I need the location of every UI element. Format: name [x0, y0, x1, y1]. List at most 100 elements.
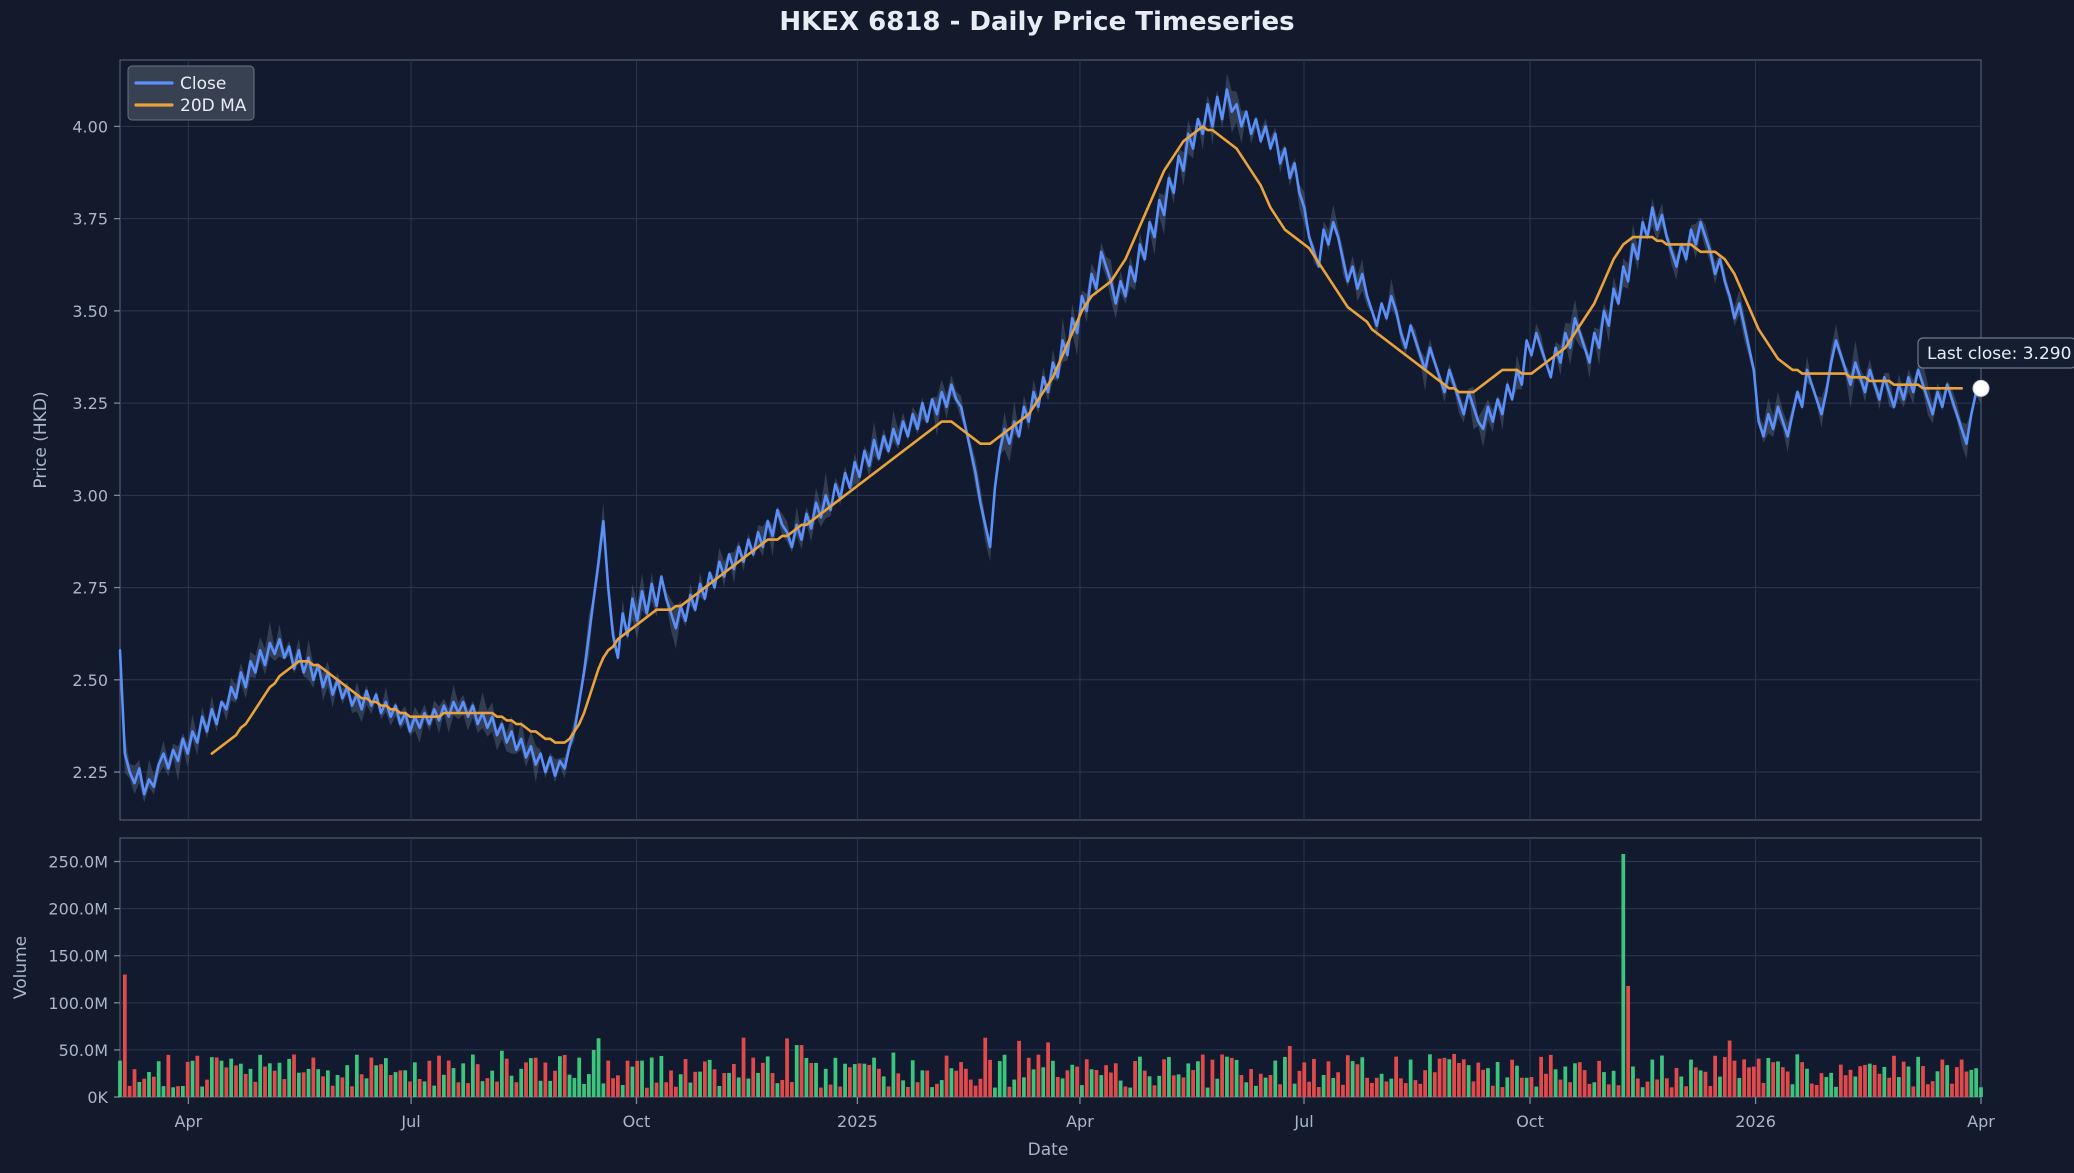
volume-bar	[1215, 1078, 1220, 1097]
volume-bar	[214, 1057, 219, 1097]
volume-bar	[1196, 1061, 1200, 1097]
volume-bar	[1191, 1070, 1195, 1097]
volume-bar	[852, 1064, 857, 1097]
volume-bar	[1167, 1057, 1171, 1097]
volume-bar	[1945, 1065, 1950, 1097]
volume-bar	[983, 1037, 988, 1097]
volume-bar	[1867, 1063, 1872, 1097]
volume-bar	[1205, 1087, 1210, 1097]
volume-bar	[611, 1078, 615, 1097]
volume-bar	[248, 1068, 253, 1097]
volume-bar	[1500, 1087, 1505, 1097]
volume-bar	[441, 1074, 446, 1097]
volume-bar	[925, 1070, 930, 1097]
volume-bar	[1529, 1077, 1534, 1097]
volume-bar	[118, 1060, 122, 1097]
volume-ytick-label: 250.0M	[48, 853, 108, 872]
volume-bar	[1674, 1067, 1679, 1097]
volume-bar	[1853, 1076, 1858, 1097]
volume-bar	[727, 1072, 731, 1097]
volume-ytick-label: 100.0M	[48, 994, 108, 1013]
volume-bar	[325, 1070, 330, 1097]
volume-bar	[1660, 1055, 1664, 1097]
volume-bar	[997, 1061, 1002, 1097]
volume-bar	[1031, 1069, 1036, 1097]
volume-bar	[587, 1074, 591, 1097]
x-tick-label: Apr	[1967, 1112, 1995, 1131]
volume-bar	[906, 1086, 910, 1097]
volume-bar	[417, 1078, 422, 1097]
last-close-marker	[1972, 379, 1990, 397]
volume-bar	[1326, 1061, 1331, 1097]
volume-bar	[1544, 1073, 1548, 1097]
volume-bar	[1002, 1054, 1007, 1097]
volume-bar	[1283, 1056, 1287, 1097]
volume-bar	[741, 1037, 746, 1097]
volume-bar	[1036, 1054, 1041, 1097]
volume-bar	[499, 1050, 504, 1097]
volume-bar	[243, 1073, 248, 1097]
close-price-line	[118, 88, 1983, 796]
volume-bar	[437, 1055, 441, 1097]
volume-bar	[1780, 1067, 1785, 1097]
volume-bar	[1626, 985, 1631, 1097]
volume-bar	[234, 1065, 238, 1097]
volume-bar	[548, 1080, 553, 1097]
volume-bar	[190, 1060, 195, 1097]
volume-bar	[935, 1083, 939, 1097]
volume-bar	[881, 1076, 886, 1097]
volume-bar	[978, 1078, 983, 1097]
price-ytick-label: 2.75	[72, 579, 108, 598]
volume-bar	[1814, 1085, 1819, 1097]
volume-bar	[1896, 1077, 1901, 1097]
volume-bar	[761, 1062, 765, 1097]
volume-bar	[398, 1070, 403, 1097]
volume-bar	[1887, 1077, 1892, 1097]
volume-bar	[819, 1087, 823, 1097]
volume-bar	[949, 1068, 954, 1097]
volume-bar	[843, 1063, 847, 1097]
volume-bar	[224, 1067, 229, 1097]
volume-bar	[1118, 1080, 1123, 1097]
volume-bar	[533, 1057, 538, 1097]
volume-bar	[857, 1063, 862, 1097]
volume-bar	[620, 1085, 625, 1097]
volume-bar	[1437, 1058, 1442, 1097]
volume-bar	[1510, 1059, 1514, 1097]
volume-bar	[1964, 1071, 1969, 1097]
volume-bar	[176, 1086, 180, 1097]
volume-bar	[1297, 1070, 1302, 1097]
volume-bar	[1360, 1057, 1365, 1097]
volume-bar	[659, 1055, 664, 1097]
volume-bar	[1466, 1065, 1471, 1097]
volume-bar	[1727, 1040, 1732, 1097]
x-tick-label: Apr	[175, 1112, 203, 1131]
volume-bar	[171, 1087, 176, 1097]
volume-bar	[1655, 1079, 1660, 1097]
volume-bar	[1041, 1067, 1046, 1097]
volume-bar	[1954, 1067, 1959, 1097]
volume-bar	[1703, 1071, 1708, 1097]
volume-bar	[1065, 1070, 1070, 1097]
volume-bar	[277, 1062, 282, 1097]
volume-bar	[1254, 1085, 1258, 1097]
volume-bar	[1312, 1058, 1316, 1097]
volume-bar	[1766, 1058, 1771, 1097]
volume-bar	[1452, 1053, 1456, 1097]
volume-bar	[1447, 1059, 1452, 1097]
volume-bar	[717, 1086, 722, 1097]
volume-bar	[848, 1067, 852, 1097]
volume-bar	[553, 1070, 557, 1097]
volume-bar	[896, 1073, 901, 1097]
volume-bar	[910, 1060, 915, 1097]
volume-bar	[147, 1072, 151, 1097]
volume-bar	[1084, 1059, 1089, 1097]
volume-bar	[1336, 1072, 1340, 1097]
volume-bar	[1012, 1079, 1017, 1097]
volume-bar	[195, 1055, 200, 1097]
volume-bar	[1389, 1078, 1394, 1097]
volume-bar	[746, 1078, 751, 1097]
volume-bar	[383, 1058, 388, 1097]
